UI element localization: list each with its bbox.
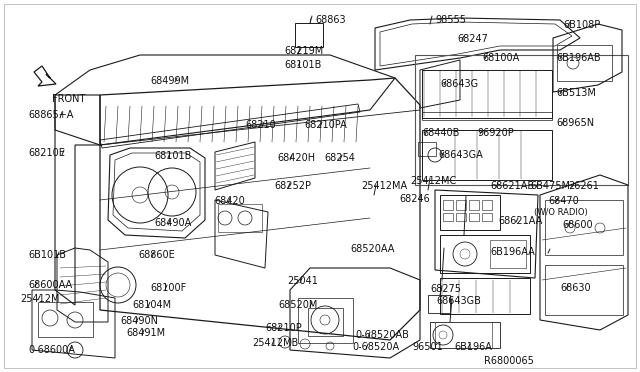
Bar	[456, 200, 466, 210]
Text: 68252P: 68252P	[274, 181, 311, 191]
Bar	[418, 142, 436, 156]
Text: 25041: 25041	[287, 276, 318, 286]
Bar	[469, 200, 479, 210]
Bar	[545, 200, 623, 255]
Text: 6B513M: 6B513M	[556, 88, 596, 98]
Text: 68210E: 68210E	[28, 148, 65, 158]
Text: 68520M: 68520M	[278, 300, 317, 310]
Bar	[557, 45, 612, 81]
Text: 68440B: 68440B	[422, 128, 460, 138]
Text: 68621AB: 68621AB	[490, 181, 534, 191]
Text: 25412M: 25412M	[20, 294, 60, 304]
Text: 68643GB: 68643GB	[436, 296, 481, 306]
Text: 68490A: 68490A	[154, 218, 191, 228]
Text: 68863: 68863	[315, 15, 346, 25]
Text: 0-68520A: 0-68520A	[352, 342, 399, 352]
Text: 96501: 96501	[412, 342, 443, 352]
Bar	[469, 213, 479, 221]
Text: 68210PA: 68210PA	[304, 120, 347, 130]
Bar	[482, 213, 492, 221]
Bar	[443, 213, 453, 221]
Text: FRONT: FRONT	[52, 94, 85, 104]
Text: 68246: 68246	[399, 194, 429, 204]
Bar	[415, 55, 628, 185]
Text: 6B196AA: 6B196AA	[490, 247, 535, 257]
Bar	[440, 278, 530, 314]
Text: 68101B: 68101B	[154, 151, 191, 161]
Text: 68630: 68630	[560, 283, 591, 293]
Text: 68219M: 68219M	[284, 46, 323, 56]
Text: 68101B: 68101B	[284, 60, 321, 70]
Bar	[545, 265, 623, 315]
Text: 68600: 68600	[562, 220, 593, 230]
Bar	[422, 130, 552, 180]
Text: 68600AA: 68600AA	[28, 280, 72, 290]
Bar	[430, 322, 500, 348]
Text: 98555: 98555	[435, 15, 466, 25]
Text: 68210P: 68210P	[265, 323, 301, 333]
Text: 25412MC: 25412MC	[410, 176, 456, 186]
Text: 68470: 68470	[548, 196, 579, 206]
Bar	[482, 200, 492, 210]
Text: 68104M: 68104M	[132, 300, 171, 310]
Bar	[298, 298, 353, 343]
Text: 68100A: 68100A	[482, 53, 519, 63]
Text: 68275: 68275	[430, 284, 461, 294]
Text: 26261: 26261	[568, 181, 599, 191]
Text: 68865+A: 68865+A	[28, 110, 74, 120]
Bar	[428, 295, 450, 313]
Text: 0-68600A: 0-68600A	[28, 345, 75, 355]
Text: 0-68520AB: 0-68520AB	[355, 330, 409, 340]
Text: 68210: 68210	[245, 120, 276, 130]
Bar	[422, 70, 552, 118]
Text: (W/O RADIO): (W/O RADIO)	[534, 208, 588, 217]
Text: 68490N: 68490N	[120, 316, 158, 326]
Text: 68491M: 68491M	[126, 328, 165, 338]
Bar	[440, 195, 500, 230]
Bar	[218, 204, 262, 232]
Text: 68643G: 68643G	[440, 79, 478, 89]
Text: 25412MA: 25412MA	[361, 181, 407, 191]
Text: 25412MB: 25412MB	[252, 338, 298, 348]
Text: 68621AA: 68621AA	[498, 216, 542, 226]
Text: 6B196A: 6B196A	[454, 342, 492, 352]
Text: 68100F: 68100F	[150, 283, 186, 293]
Text: 68247: 68247	[457, 34, 488, 44]
Bar	[440, 235, 530, 273]
Text: 6B101B: 6B101B	[28, 250, 66, 260]
Text: 68643GA: 68643GA	[438, 150, 483, 160]
Text: 68965N: 68965N	[556, 118, 594, 128]
Text: 68499M: 68499M	[150, 76, 189, 86]
Text: 68860E: 68860E	[138, 250, 175, 260]
Bar	[422, 112, 552, 120]
Bar	[456, 213, 466, 221]
Bar	[38, 302, 93, 337]
Text: R6800065: R6800065	[484, 356, 534, 366]
Text: 96920P: 96920P	[477, 128, 514, 138]
Text: 6B475M: 6B475M	[530, 181, 570, 191]
Text: 6B108P: 6B108P	[563, 20, 600, 30]
Bar	[443, 200, 453, 210]
Text: 68420: 68420	[214, 196, 244, 206]
Text: 6B196AB: 6B196AB	[556, 53, 600, 63]
Text: 68520AA: 68520AA	[350, 244, 394, 254]
Bar	[308, 308, 343, 336]
Text: 68420H: 68420H	[277, 153, 315, 163]
Text: 68254: 68254	[324, 153, 355, 163]
Bar	[490, 240, 526, 268]
Bar	[295, 23, 323, 47]
